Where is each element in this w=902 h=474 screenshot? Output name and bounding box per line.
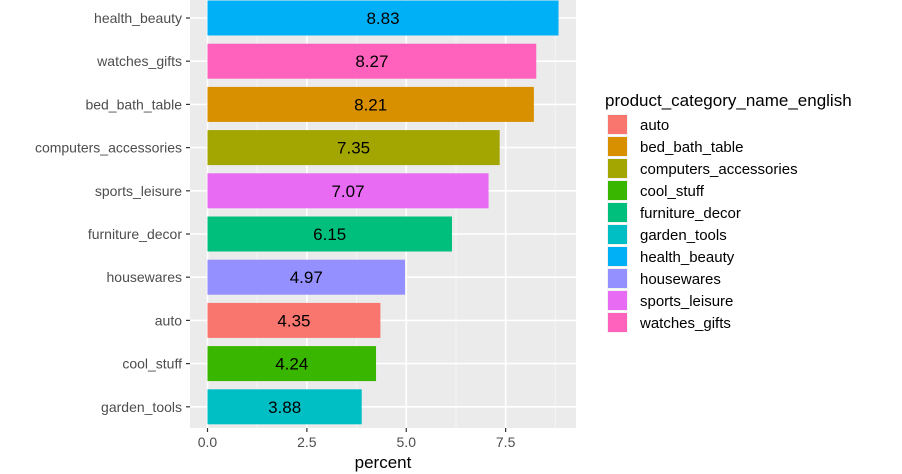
bar-auto — [207, 302, 381, 338]
legend-entry: cool_stuff — [640, 183, 705, 200]
bar-cool_stuff — [207, 346, 377, 382]
bar-value-label: 3.88 — [268, 398, 301, 417]
legend-swatch-sports_leisure — [608, 291, 627, 310]
bar-value-label: 8.21 — [354, 95, 387, 114]
legend-swatch-auto — [608, 115, 627, 134]
legend-entry: furniture_decor — [640, 205, 741, 222]
category-axis: health_beauty watches_gifts bed_bath_table… — [35, 10, 190, 415]
bar-value-label: 7.07 — [331, 182, 364, 201]
legend-swatch-bed_bath_table — [608, 137, 627, 156]
legend-entry: health_beauty — [640, 249, 735, 266]
legend-entry: watches_gifts — [639, 315, 731, 332]
bar-watches_gifts — [207, 43, 537, 79]
category-label: health_beauty — [94, 10, 182, 26]
x-tick-label: 2.5 — [297, 434, 317, 450]
bar-furniture_decor — [207, 216, 452, 252]
bar-value-label: 8.83 — [366, 9, 399, 28]
bar-value-labels: 8.83 8.27 8.21 7.35 7.07 6.15 4.97 4.35 4.24 3.88 — [268, 9, 399, 417]
legend-title: product_category_name_english — [605, 91, 852, 110]
legend-entry: computers_accessories — [640, 161, 798, 178]
bar-value-label: 7.35 — [337, 139, 370, 158]
bars — [207, 0, 559, 425]
legend-entry: housewares — [640, 271, 721, 288]
bar-value-label: 6.15 — [313, 225, 346, 244]
category-label: bed_bath_table — [85, 96, 182, 112]
bar-sports_leisure — [207, 173, 489, 209]
x-tick-label: 5.0 — [397, 434, 417, 450]
category-label: auto — [155, 312, 182, 328]
category-label: furniture_decor — [88, 226, 183, 242]
x-tick-label: 0.0 — [198, 434, 218, 450]
legend: product_category_name_english auto bed_ba… — [605, 91, 852, 333]
legend-swatch-watches_gifts — [608, 313, 627, 332]
bar-value-label: 4.35 — [277, 311, 310, 330]
category-label: sports_leisure — [95, 183, 182, 199]
bar-computers_accessories — [207, 130, 500, 166]
bar-health_beauty — [207, 0, 559, 36]
legend-swatch-housewares — [608, 269, 627, 288]
legend-entry: bed_bath_table — [640, 139, 743, 156]
bar-bed_bath_table — [207, 86, 534, 122]
category-label: housewares — [107, 269, 183, 285]
bar-value-label: 4.24 — [275, 355, 308, 374]
legend-swatch-cool_stuff — [608, 181, 627, 200]
category-label: garden_tools — [101, 399, 182, 415]
bar-housewares — [207, 259, 406, 295]
x-tick-label: 7.5 — [496, 434, 516, 450]
category-label: watches_gifts — [96, 53, 182, 69]
legend-entry: garden_tools — [640, 227, 727, 244]
x-axis-title: percent — [355, 453, 412, 472]
legend-items: auto bed_bath_table computers_accessoriesc… — [607, 114, 798, 333]
legend-entry: sports_leisure — [640, 293, 733, 310]
bar-value-label: 4.97 — [290, 268, 323, 287]
legend-swatch-computers_accessories — [608, 159, 627, 178]
bar-value-label: 8.27 — [355, 52, 388, 71]
legend-swatch-furniture_decor — [608, 203, 627, 222]
legend-swatch-garden_tools — [608, 225, 627, 244]
category-label: cool_stuff — [122, 356, 182, 372]
x-axis: 0.0 2.5 5.0 7.5 — [198, 428, 516, 450]
bar-garden_tools — [207, 389, 362, 425]
category-label: computers_accessories — [35, 140, 182, 156]
legend-entry: auto — [640, 117, 669, 134]
legend-swatch-health_beauty — [608, 247, 627, 266]
